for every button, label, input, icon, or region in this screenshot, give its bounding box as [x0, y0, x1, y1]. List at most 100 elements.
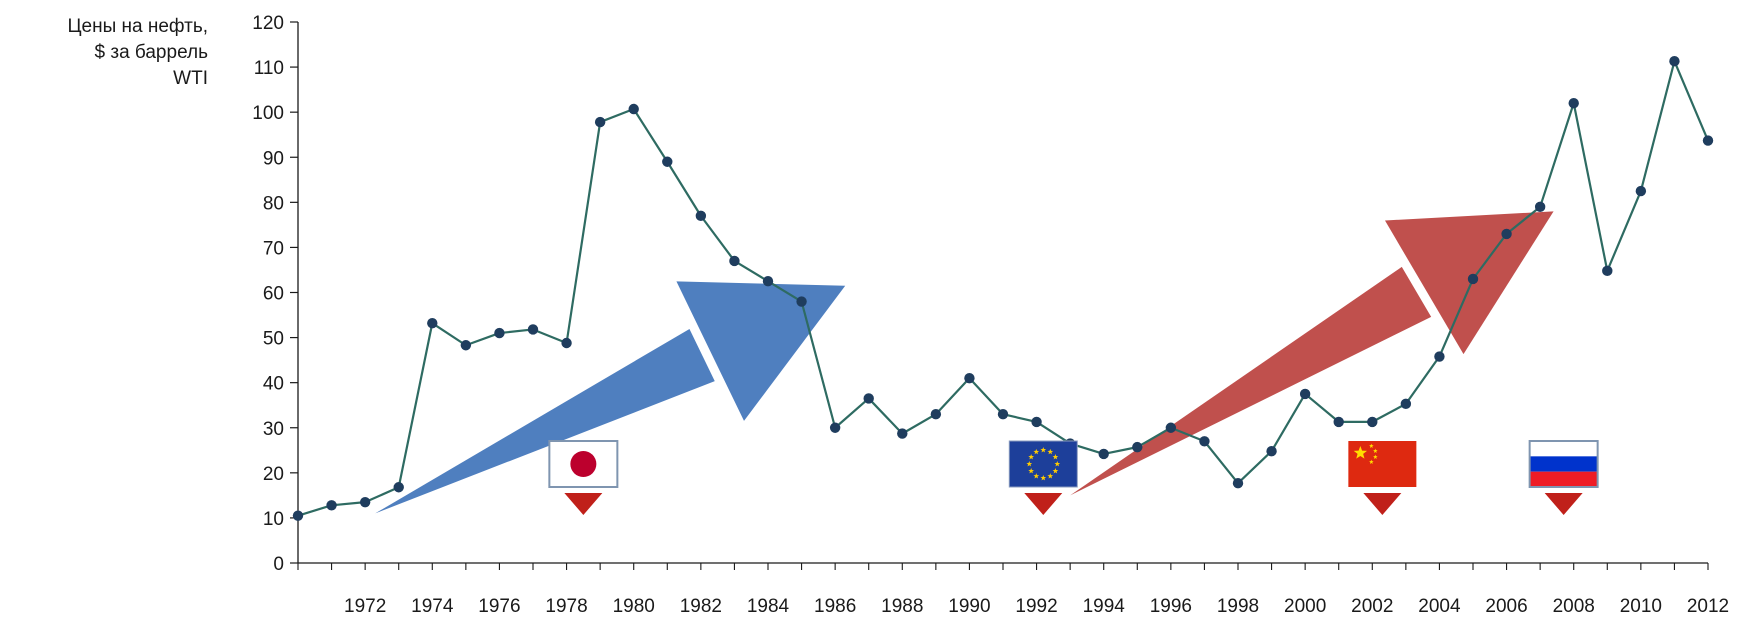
flag-stripe-blue: [1529, 456, 1598, 472]
star: [1373, 454, 1378, 459]
x-tick-label: 2006: [1485, 596, 1527, 617]
arrow-layer: [375, 211, 1554, 514]
flag-pointer-icon: [1544, 493, 1583, 515]
y-axis-label-line-3: WTI: [173, 68, 208, 89]
star: [1028, 468, 1035, 474]
data-point: [964, 372, 975, 384]
x-tick-label: 1974: [411, 596, 454, 617]
y-tick-label: 20: [263, 464, 284, 485]
trend-arrow-1-shaft: [375, 328, 715, 514]
star: [1052, 454, 1059, 460]
data-point: [494, 327, 505, 339]
data-point: [662, 156, 673, 167]
data-point: [1702, 135, 1714, 146]
x-tick-label: 1992: [1015, 596, 1057, 617]
star: [1052, 468, 1059, 474]
china-flag-icon: [1348, 441, 1417, 515]
data-point: [1299, 388, 1311, 400]
data-point: [695, 210, 707, 222]
y-tick-label: 70: [263, 238, 284, 259]
star: [1033, 448, 1040, 455]
x-tick-label: 1990: [948, 596, 990, 617]
x-tick-label: 1982: [680, 596, 722, 617]
data-point: [427, 317, 438, 329]
data-point: [997, 409, 1009, 420]
data-point: [1669, 56, 1680, 67]
eu-flag-icon: [1008, 440, 1078, 515]
star: [1047, 473, 1054, 479]
data-point: [1333, 416, 1344, 428]
data-point: [292, 510, 304, 521]
y-tick-label: 100: [252, 103, 284, 124]
y-tick-label: 110: [254, 58, 284, 79]
data-point: [1132, 441, 1143, 453]
star: [1047, 448, 1054, 455]
axes-layer: 0 10 20 30 40 50 60 70 80 90 100 110 120 1972 1974 1976…: [252, 13, 1729, 617]
x-tick-label: 1996: [1150, 596, 1192, 617]
x-tick-label: 1972: [344, 596, 386, 617]
star: [1054, 461, 1061, 467]
data-point: [1266, 445, 1277, 457]
data-point: [1165, 422, 1177, 433]
x-tick-label: 1984: [747, 596, 790, 617]
data-point: [1467, 273, 1479, 285]
y-tick-label: 60: [263, 284, 284, 305]
x-tick-label: 1998: [1217, 596, 1259, 617]
star: [1040, 447, 1047, 453]
x-tick-label: 2008: [1553, 596, 1595, 617]
data-point: [729, 255, 740, 267]
data-point: [1031, 416, 1042, 428]
data-point: [1367, 416, 1378, 428]
y-tick-label: 80: [263, 193, 284, 214]
series-layer: [292, 56, 1714, 521]
y-tick-label: 30: [263, 419, 284, 440]
flag-stripe-red: [1529, 471, 1598, 487]
x-tick-label: 2004: [1418, 596, 1461, 617]
trend-arrow-2-head: [1384, 211, 1554, 355]
flag-layer: [548, 440, 1599, 515]
star: [1040, 475, 1047, 481]
data-point: [762, 276, 774, 287]
russia-flag-icon: [1528, 440, 1599, 515]
data-point: [930, 409, 942, 420]
x-tick-label: 1980: [613, 596, 655, 617]
x-tick-label: 1978: [545, 596, 587, 617]
x-tick-label: 2002: [1351, 596, 1393, 617]
data-point: [1501, 228, 1512, 240]
data-point: [594, 116, 606, 128]
star: [1369, 459, 1374, 464]
data-point: [1199, 436, 1210, 447]
data-point: [796, 296, 807, 307]
star: [1353, 446, 1368, 459]
y-tick-label: 120: [252, 13, 284, 34]
data-point: [1400, 398, 1412, 410]
data-point: [897, 428, 908, 439]
data-point: [1602, 265, 1613, 277]
flag-disc: [570, 451, 597, 477]
flag-stripe-white: [1529, 441, 1598, 457]
trend-arrow-2: [1070, 211, 1554, 496]
data-point: [561, 337, 572, 349]
x-tick-label: 2000: [1284, 596, 1326, 617]
data-point: [1534, 201, 1546, 213]
japan-flag-icon: [548, 440, 619, 515]
data-point: [829, 422, 841, 433]
data-point: [863, 393, 874, 404]
x-tick-label: 2012: [1687, 596, 1729, 617]
x-tick-label: 2010: [1620, 596, 1662, 617]
trend-arrow-2-shaft: [1070, 266, 1432, 496]
y-tick-label: 90: [263, 148, 284, 169]
star: [1028, 454, 1035, 460]
data-point: [326, 500, 337, 511]
star: [1033, 473, 1040, 479]
trend-arrow-1: [375, 281, 846, 514]
flag-field: [1348, 441, 1417, 487]
data-point: [460, 340, 472, 351]
x-tick-label: 1976: [478, 596, 520, 617]
y-axis-label-line-1: Цены на нефть,: [67, 16, 208, 37]
x-tick-label: 1988: [881, 596, 923, 617]
data-point: [1232, 478, 1244, 489]
flag-pointer-icon: [1363, 493, 1402, 515]
x-tick-label: 1994: [1083, 596, 1126, 617]
